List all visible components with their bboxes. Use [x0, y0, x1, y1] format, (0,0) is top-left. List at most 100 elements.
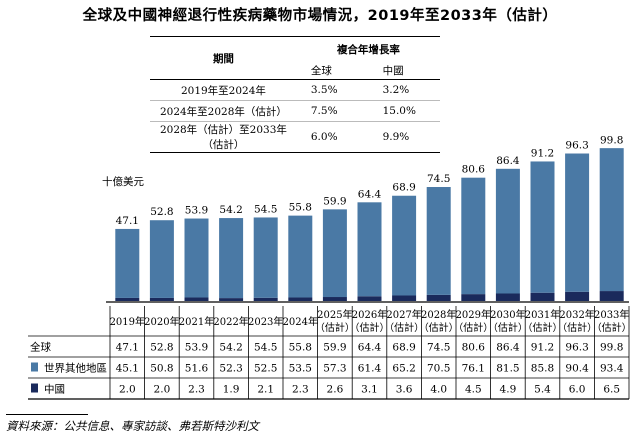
bar-rest-of-world: [461, 177, 486, 295]
table-value: 53.5: [289, 363, 312, 375]
table-value: 50.8: [150, 363, 173, 375]
bar-total-label: 53.9: [185, 205, 208, 217]
legend-label: 中國: [44, 383, 65, 396]
table-value: 2.0: [119, 384, 136, 396]
bar-rest-of-world: [115, 228, 140, 298]
table-value: 51.6: [185, 363, 209, 375]
cagr-period: 2024年至2028年（估計）: [159, 105, 287, 118]
table-value: 53.9: [185, 342, 208, 354]
table-value: 61.4: [358, 363, 382, 375]
table-value: 2.0: [154, 384, 171, 396]
table-value: 2.3: [188, 384, 205, 396]
table-value: 86.4: [496, 342, 520, 354]
legend-swatch: [31, 383, 38, 393]
table-value: 2.1: [257, 384, 274, 396]
bar-rest-of-world: [392, 195, 417, 296]
legend-label: 世界其他地區: [44, 362, 107, 375]
bar-china: [253, 297, 278, 301]
table-value: 2.3: [292, 384, 309, 396]
table-value: 93.4: [600, 363, 624, 375]
cagr-period: 2028年（估計）至2033年（估計）: [159, 124, 287, 151]
bar-china: [115, 297, 140, 301]
table-value: 6.5: [603, 384, 620, 396]
cagr-col-china: 中國: [382, 64, 404, 77]
bar-china: [219, 298, 244, 301]
bar-total-label: 74.5: [427, 173, 450, 185]
table-value: 59.9: [323, 342, 346, 354]
cagr-header: 複合年增長率: [336, 43, 400, 56]
table-value: 85.8: [531, 363, 554, 375]
table-value: 5.4: [534, 384, 551, 396]
table-value: 64.4: [358, 342, 382, 354]
bar-total-label: 64.4: [358, 188, 382, 200]
bar-china: [530, 292, 555, 301]
bar-rest-of-world: [322, 209, 347, 298]
bar-rest-of-world: [219, 218, 244, 299]
bar-china: [565, 291, 590, 301]
x-tick-label-sub: （估計）: [453, 321, 493, 334]
table-value: 45.1: [116, 363, 139, 375]
table-value: 47.1: [116, 342, 139, 354]
bar-total-label: 80.6: [462, 164, 486, 176]
table-value: 2.6: [327, 384, 344, 396]
table-value: 99.8: [600, 342, 623, 354]
table-value: 54.2: [219, 342, 242, 354]
bar-total-label: 47.1: [116, 215, 139, 227]
table-value: 70.5: [427, 363, 450, 375]
x-tick-label: 2029年: [456, 308, 491, 321]
x-tick-label: 2028年: [421, 308, 456, 321]
bar-total-label: 86.4: [496, 155, 520, 167]
cagr-header-period: 期間: [212, 52, 234, 65]
x-tick-label-sub: （估計）: [523, 321, 563, 334]
market-bar-chart: 47.1 52.8 53.9 54.2 54.5 55.8 59.9 64.4 68.9 74.5…: [28, 134, 632, 400]
table-value: 4.0: [430, 384, 447, 396]
bar-rest-of-world: [565, 153, 590, 292]
source-divider: [6, 414, 88, 415]
bar-rest-of-world: [599, 148, 624, 292]
table-value: 52.5: [254, 363, 277, 375]
table-value: 68.9: [392, 342, 415, 354]
x-tick-label-sub: （估計）: [488, 321, 528, 334]
x-tick-label: 2021年: [179, 315, 214, 328]
bar-total-label: 54.2: [219, 204, 242, 216]
cagr-table: 期間 複合年增長率 全球 中國 2019年至2024年 3.5% 3.2% 20…: [150, 36, 440, 153]
cagr-china-value: 15.0%: [382, 105, 416, 117]
table-value: 65.2: [392, 363, 415, 375]
table-value: 81.5: [496, 363, 519, 375]
x-tick-label: 2027年: [386, 308, 421, 321]
x-tick-label: 2032年: [559, 308, 594, 321]
cagr-china-value: 3.2%: [382, 84, 410, 96]
x-tick-label: 2024年: [283, 315, 318, 328]
bar-china: [426, 294, 451, 301]
bar-china: [184, 297, 209, 301]
x-tick-label: 2020年: [144, 315, 179, 328]
x-tick-label: 2022年: [213, 315, 248, 328]
x-tick-label: 2031年: [525, 308, 560, 321]
bar-total-label: 59.9: [323, 195, 346, 207]
table-value: 4.5: [465, 384, 482, 396]
bar-china: [322, 297, 347, 301]
cagr-global-value: 6.0%: [310, 131, 338, 143]
table-value: 4.9: [500, 384, 517, 396]
bar-china: [288, 297, 313, 301]
x-tick-label-sub: （估計）: [592, 321, 632, 334]
table-value: 80.6: [462, 342, 486, 354]
x-tick-label-sub: （估計）: [557, 321, 597, 334]
cagr-global-value: 3.5%: [310, 84, 338, 96]
bar-china: [357, 296, 382, 301]
legend-swatch: [31, 362, 38, 372]
bar-rest-of-world: [357, 202, 382, 297]
cagr-period: 2019年至2024年: [180, 84, 266, 97]
table-value: 1.9: [223, 384, 240, 396]
x-tick-label-sub: （估計）: [350, 321, 390, 334]
x-tick-label-sub: （估計）: [384, 321, 424, 334]
x-tick-label: 2030年: [490, 308, 525, 321]
bar-total-label: 52.8: [150, 206, 173, 218]
table-value: 91.2: [531, 342, 554, 354]
table-value: 54.5: [254, 342, 277, 354]
bar-rest-of-world: [495, 168, 520, 294]
table-value: 52.3: [219, 363, 242, 375]
unit-label: 十億美元: [102, 176, 144, 188]
table-value: 74.5: [427, 342, 450, 354]
table-value: 55.8: [289, 342, 312, 354]
